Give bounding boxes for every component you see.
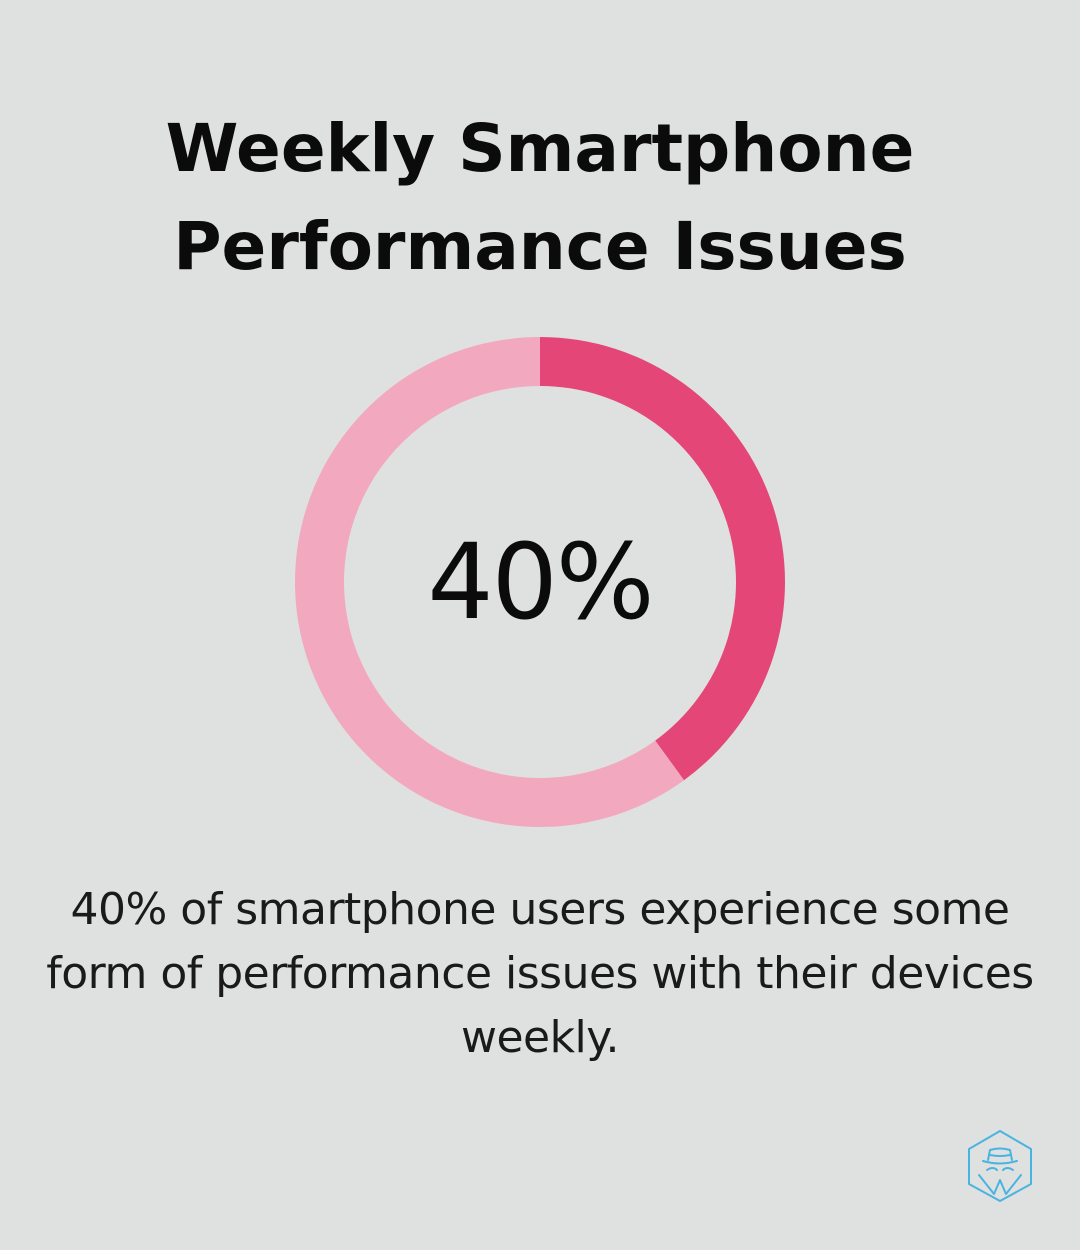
donut-slice-1 [540, 337, 785, 781]
donut-center-value: 40% [427, 521, 654, 643]
title-line-1: Weekly Smartphone [165, 110, 915, 187]
donut-chart [294, 337, 785, 827]
caption-text: 40% of smartphone users experience some … [46, 884, 1034, 1063]
detective-hat-hexagon-icon [968, 1130, 1032, 1202]
chart-title: Weekly Smartphone Performance Issues [0, 100, 1080, 296]
donut-slices [294, 337, 785, 827]
title-line-2: Performance Issues [173, 208, 907, 285]
donut-slice-2 [294, 337, 685, 827]
